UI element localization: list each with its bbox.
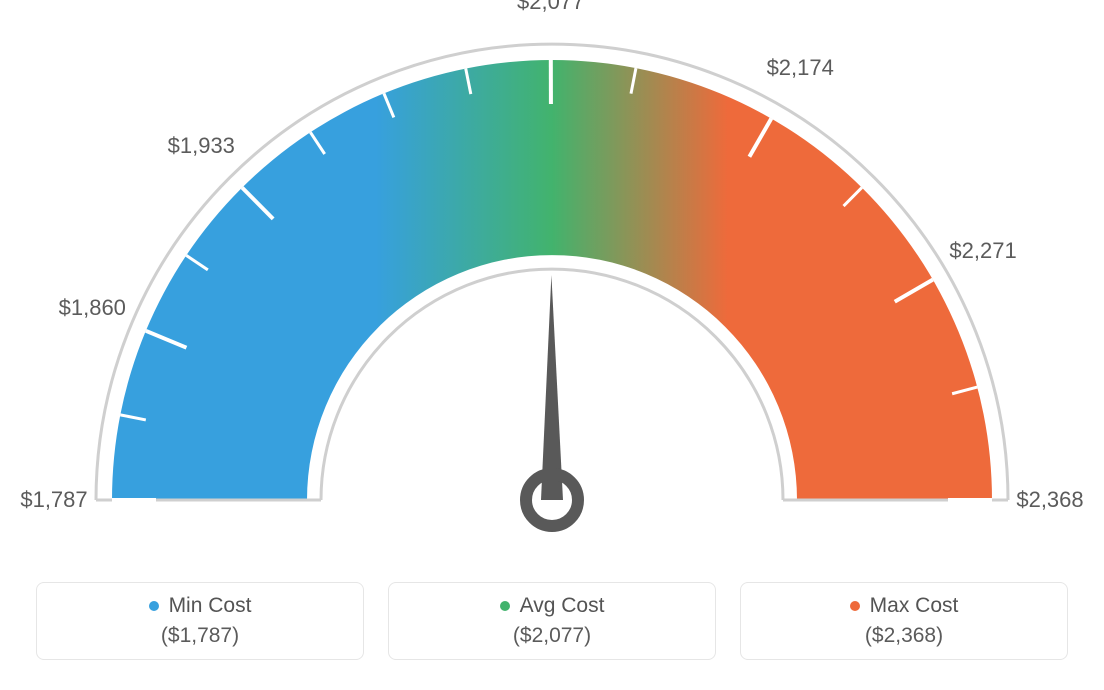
gauge-tick-label: $1,860 [59, 295, 126, 321]
min-cost-value: ($1,787) [161, 624, 239, 648]
gauge-tick-label: $1,787 [20, 487, 87, 513]
max-cost-title: Max Cost [850, 594, 959, 618]
gauge-tick-label: $2,174 [767, 55, 834, 81]
avg-cost-card: Avg Cost ($2,077) [388, 582, 716, 660]
max-cost-card: Max Cost ($2,368) [740, 582, 1068, 660]
avg-cost-title-text: Avg Cost [520, 594, 605, 618]
max-dot-icon [850, 601, 860, 611]
max-cost-value: ($2,368) [865, 624, 943, 648]
gauge-tick-label: $2,271 [949, 238, 1016, 264]
gauge-svg [0, 0, 1104, 570]
max-cost-title-text: Max Cost [870, 594, 959, 618]
avg-cost-title: Avg Cost [500, 594, 605, 618]
avg-cost-value: ($2,077) [513, 624, 591, 648]
gauge-chart: $1,787 $1,860 $1,933 $2,077 $2,174 $2,271 $2,3… [0, 0, 1104, 570]
min-dot-icon [149, 601, 159, 611]
min-cost-title-text: Min Cost [169, 594, 252, 618]
legend-row: Min Cost ($1,787) Avg Cost ($2,077) Max … [0, 570, 1104, 690]
gauge-tick-label: $1,933 [168, 133, 235, 159]
avg-dot-icon [500, 601, 510, 611]
min-cost-title: Min Cost [149, 594, 252, 618]
min-cost-card: Min Cost ($1,787) [36, 582, 364, 660]
gauge-tick-label: $2,077 [517, 0, 584, 15]
gauge-tick-label: $2,368 [1016, 487, 1083, 513]
